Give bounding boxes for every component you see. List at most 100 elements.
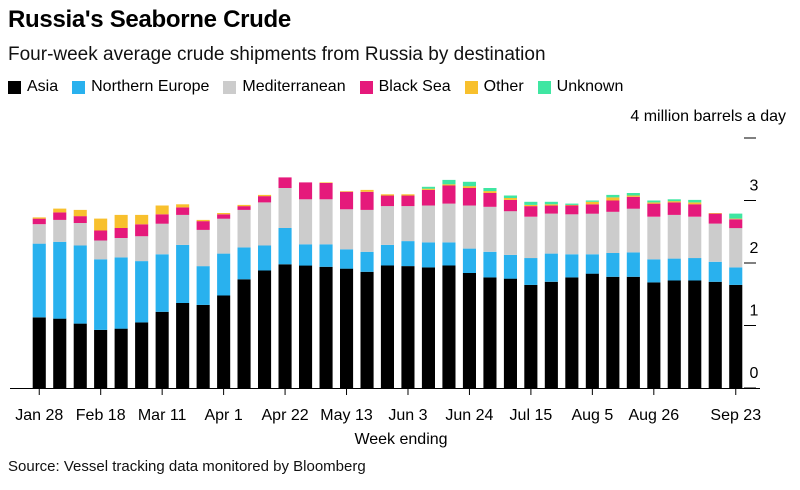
bar-asia <box>53 318 67 388</box>
legend-item-unknown: Unknown <box>537 78 624 96</box>
legend-label: Northern Europe <box>91 78 210 95</box>
bar-other <box>237 204 251 207</box>
legend-label: Mediterranean <box>242 78 346 95</box>
bar-other <box>94 218 108 231</box>
bar-mediterranean <box>708 223 722 262</box>
bar-unknown <box>544 201 558 205</box>
bar-other <box>196 219 210 222</box>
chart-title: Russia's Seaborne Crude <box>8 6 291 33</box>
bar-other <box>340 191 354 192</box>
bar-mediterranean <box>421 205 435 243</box>
bar-black-sea <box>73 216 87 223</box>
bar-other <box>708 213 722 214</box>
x-tick-label: Jul 15 <box>510 407 553 424</box>
x-axis-title: Week ending <box>354 431 447 448</box>
bar-northern-europe <box>114 257 128 329</box>
bar-black-sea <box>647 203 661 217</box>
bar-black-sea <box>585 204 599 214</box>
x-tick-label: Aug 5 <box>571 407 613 424</box>
legend-swatch <box>8 80 21 94</box>
bar-northern-europe <box>729 267 743 285</box>
bar-mediterranean <box>503 211 517 255</box>
bar-mediterranean <box>606 211 620 253</box>
bar-northern-europe <box>503 254 517 279</box>
bar-black-sea <box>155 214 169 224</box>
bar-northern-europe <box>462 248 476 273</box>
x-tick-label: Feb 18 <box>76 407 126 424</box>
legend-item-other: Other <box>464 78 524 96</box>
bar-other <box>155 205 169 215</box>
chart-subtitle: Four-week average crude shipments from R… <box>8 44 546 65</box>
bar-black-sea <box>483 193 497 207</box>
bar-asia <box>258 270 272 388</box>
bar-northern-europe <box>299 244 313 266</box>
bar-asia <box>729 284 743 388</box>
bar-unknown <box>647 200 661 203</box>
bar-mediterranean <box>155 223 169 255</box>
bar-northern-europe <box>421 242 435 268</box>
bar-northern-europe <box>708 261 722 282</box>
bar-other <box>135 214 149 225</box>
bar-asia <box>299 265 313 388</box>
bar-unknown <box>524 201 538 205</box>
bar-other <box>73 209 87 217</box>
x-tick-label: Jun 24 <box>445 407 493 424</box>
legend-item-northern-europe: Northern Europe <box>72 78 209 96</box>
bar-northern-europe <box>380 244 394 266</box>
bar-northern-europe <box>73 245 87 324</box>
bar-black-sea <box>708 213 722 224</box>
bar-unknown <box>421 186 435 189</box>
bar-asia <box>708 281 722 389</box>
bar-mediterranean <box>360 209 374 252</box>
bar-asia <box>278 264 292 389</box>
bar-northern-europe <box>647 259 661 283</box>
bar-other <box>53 208 67 213</box>
bar-northern-europe <box>565 254 579 278</box>
bar-northern-europe <box>360 251 374 272</box>
bar-mediterranean <box>626 208 640 253</box>
bar-black-sea <box>135 224 149 237</box>
bar-asia <box>32 317 46 388</box>
bar-mediterranean <box>278 188 292 228</box>
bar-asia <box>647 282 661 388</box>
bar-black-sea <box>217 214 231 219</box>
bar-black-sea <box>729 219 743 229</box>
legend-swatch <box>464 80 478 94</box>
bar-northern-europe <box>401 241 415 267</box>
bar-other <box>421 188 435 190</box>
bar-asia <box>401 266 415 388</box>
bar-asia <box>237 279 251 389</box>
bar-asia <box>360 271 374 389</box>
bar-other <box>544 204 558 206</box>
bar-northern-europe <box>524 258 538 285</box>
bar-northern-europe <box>606 253 620 277</box>
bar-mediterranean <box>94 240 108 260</box>
bar-unknown <box>565 203 579 205</box>
bar-other <box>380 194 394 196</box>
bar-mediterranean <box>667 214 681 259</box>
bar-asia <box>442 265 456 388</box>
y-unit-label: 4 million barrels a day <box>630 108 786 125</box>
bar-black-sea <box>53 212 67 220</box>
bar-other <box>401 194 415 196</box>
bar-black-sea <box>524 206 538 217</box>
source-note: Source: Vessel tracking data monitored b… <box>8 458 366 475</box>
bar-mediterranean <box>53 219 67 242</box>
bar-asia <box>319 266 333 389</box>
x-tick-label: Jan 28 <box>15 407 63 424</box>
bar-mediterranean <box>380 206 394 245</box>
legend-swatch <box>537 80 551 94</box>
bar-asia <box>688 280 702 388</box>
y-tick-label: 1 <box>750 303 759 320</box>
x-tick-label: Mar 11 <box>138 407 187 424</box>
bar-black-sea <box>114 228 128 238</box>
bar-unknown <box>462 181 476 187</box>
bar-unknown <box>585 200 599 202</box>
legend-swatch <box>72 80 86 94</box>
legend-label: Unknown <box>556 78 624 95</box>
bar-asia <box>626 276 640 389</box>
bar-black-sea <box>360 191 374 210</box>
bar-asia <box>380 265 394 388</box>
bar-northern-europe <box>688 258 702 281</box>
bar-mediterranean <box>340 209 354 250</box>
